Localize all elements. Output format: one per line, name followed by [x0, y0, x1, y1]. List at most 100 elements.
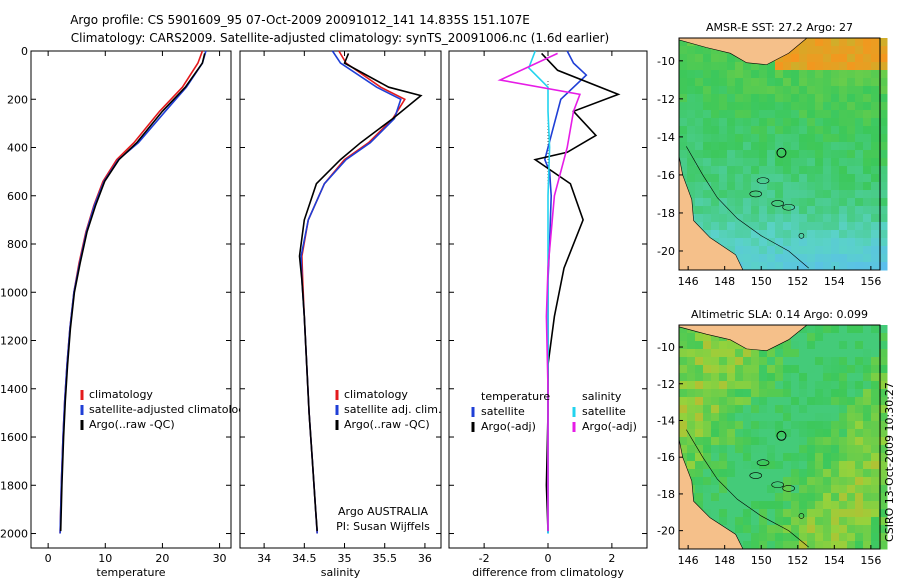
- sst_map-cell: [751, 198, 760, 207]
- sst_map-cell: [743, 230, 752, 239]
- sla_map-cell: [847, 525, 856, 534]
- sst_map-cell: [711, 150, 720, 159]
- sla_map-cell: [791, 365, 800, 374]
- sla_map-cell: [807, 477, 816, 486]
- sla_map-cell: [711, 341, 720, 350]
- sla_map-cell: [767, 373, 776, 382]
- sla_map-cell: [711, 413, 720, 422]
- sst_map-cell: [871, 254, 880, 263]
- sla_map-cell: [863, 349, 872, 358]
- sla_map-cell: [703, 357, 712, 366]
- sst_map-ytick-label: -12: [657, 93, 675, 106]
- title-line-1: Argo profile: CS 5901609_95 07-Oct-2009 …: [70, 13, 530, 27]
- sla_map-cell: [823, 517, 832, 526]
- sla_map-cell: [847, 413, 856, 422]
- sla_map-cell: [775, 381, 784, 390]
- sst_map-cell: [863, 46, 872, 55]
- sla_map-cell: [679, 453, 688, 462]
- sla_map-cell: [703, 333, 712, 342]
- sst_map-cell: [831, 46, 840, 55]
- sla_map-cell: [855, 373, 864, 382]
- sla_map-cell: [791, 349, 800, 358]
- sst_map-cell: [847, 118, 856, 127]
- sst_map-cell: [783, 230, 792, 239]
- sst_map-cell: [823, 190, 832, 199]
- sst_map-cell: [719, 230, 728, 239]
- sla_map-cell: [815, 493, 824, 502]
- sst_map-cell: [799, 238, 808, 247]
- sla_map-cell: [831, 469, 840, 478]
- sst_map-cell: [759, 190, 768, 199]
- sla_map-cell: [839, 445, 848, 454]
- sst_map-cell: [879, 222, 888, 231]
- sla_map-cell: [775, 533, 784, 542]
- sla_map-cell: [759, 541, 768, 550]
- sla_map-cell: [703, 493, 712, 502]
- sla_map-cell: [879, 421, 888, 430]
- sla_map-cell: [863, 477, 872, 486]
- sla_map-cell: [703, 341, 712, 350]
- sst_map-cell: [839, 70, 848, 79]
- sla_map-cell: [871, 389, 880, 398]
- sst_map-cell: [687, 118, 696, 127]
- sst_map-xtick-label: 150: [751, 275, 772, 288]
- sla_map-cell: [815, 437, 824, 446]
- sla_map-cell: [695, 373, 704, 382]
- sla_map-cell: [703, 373, 712, 382]
- sst_map-cell: [759, 62, 768, 71]
- sst_map-cell: [855, 70, 864, 79]
- sst_map-cell: [783, 110, 792, 119]
- sst_map-cell: [751, 102, 760, 111]
- sst_map-cell: [711, 222, 720, 231]
- sla_map-cell: [703, 413, 712, 422]
- sla_map-cell: [871, 461, 880, 470]
- sla_map-cell: [831, 461, 840, 470]
- sst_map-cell: [791, 158, 800, 167]
- sla_map-cell: [855, 421, 864, 430]
- sst_map-cell: [759, 78, 768, 87]
- sst_map-cell: [679, 46, 688, 55]
- sst_map-cell: [767, 78, 776, 87]
- sst_map-cell: [799, 70, 808, 79]
- sla_map-cell: [799, 493, 808, 502]
- sst_map-cell: [879, 158, 888, 167]
- sst_map-cell: [759, 238, 768, 247]
- sst_map-cell: [823, 118, 832, 127]
- sst_map-cell: [823, 126, 832, 135]
- sla_map-cell: [679, 445, 688, 454]
- sla_map-cell: [823, 429, 832, 438]
- sst_map-cell: [807, 214, 816, 223]
- sst_map-cell: [751, 94, 760, 103]
- sst_map-cell: [735, 230, 744, 239]
- sla_map-cell: [855, 509, 864, 518]
- sst_map-cell: [831, 102, 840, 111]
- sst_map-cell: [695, 78, 704, 87]
- sla_map-reef-outline: [798, 513, 805, 519]
- sla_map-cell: [823, 349, 832, 358]
- sla_map-cell: [871, 325, 880, 334]
- sla_map-cell: [871, 341, 880, 350]
- sla_map-cell: [783, 509, 792, 518]
- sla_map-cell: [767, 405, 776, 414]
- sst_map-cell: [807, 142, 816, 151]
- sst_map-cell: [775, 126, 784, 135]
- sst_map-reef-outline: [756, 177, 770, 184]
- sla_map-cell: [743, 429, 752, 438]
- sla_map-cell: [839, 429, 848, 438]
- sla_map-cell: [759, 501, 768, 510]
- sst_map-cell: [807, 166, 816, 175]
- sla_map-cell: [807, 533, 816, 542]
- sla_map-cell: [743, 469, 752, 478]
- sla_map-cell: [871, 437, 880, 446]
- sst_map-cell: [871, 94, 880, 103]
- sla_map-cell: [719, 413, 728, 422]
- sla_map-cell: [767, 501, 776, 510]
- sla_map-cell: [703, 365, 712, 374]
- sst_map-cell: [855, 190, 864, 199]
- sla_map-cell: [695, 381, 704, 390]
- sst_map-cell: [791, 214, 800, 223]
- sst_map-cell: [871, 86, 880, 95]
- sla_map-cell: [815, 477, 824, 486]
- temperature-xtick-label: 20: [155, 552, 169, 565]
- sla_map-cell: [767, 365, 776, 374]
